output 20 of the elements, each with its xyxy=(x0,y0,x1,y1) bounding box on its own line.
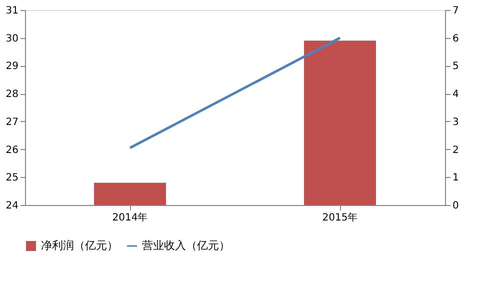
legend-label: 净利润（亿元） xyxy=(41,239,118,252)
y2-tick-label: 0 xyxy=(452,200,459,212)
y2-tick-label: 6 xyxy=(452,33,459,44)
y2-tick-label: 7 xyxy=(452,6,459,16)
y2-tick-label: 2 xyxy=(452,144,459,156)
y2-tick-label: 5 xyxy=(452,61,459,72)
y-tick-label: 28 xyxy=(6,89,18,100)
y2-tick-label: 1 xyxy=(452,172,459,184)
x-tick-label: 2014年 xyxy=(112,212,148,224)
legend-label: 营业收入（亿元） xyxy=(142,239,230,252)
y-tick-label: 29 xyxy=(6,61,18,72)
y-tick-label: 24 xyxy=(6,200,18,212)
y2-tick-label: 4 xyxy=(452,89,459,100)
x-tick-label: 2015年 xyxy=(322,212,358,224)
y-tick-label: 30 xyxy=(6,33,18,44)
y-tick-label: 25 xyxy=(6,172,18,184)
y2-tick-label: 3 xyxy=(452,116,459,128)
y-tick-label: 26 xyxy=(6,144,18,156)
y-tick-label: 31 xyxy=(6,6,18,16)
y-tick-label: 27 xyxy=(6,116,18,128)
